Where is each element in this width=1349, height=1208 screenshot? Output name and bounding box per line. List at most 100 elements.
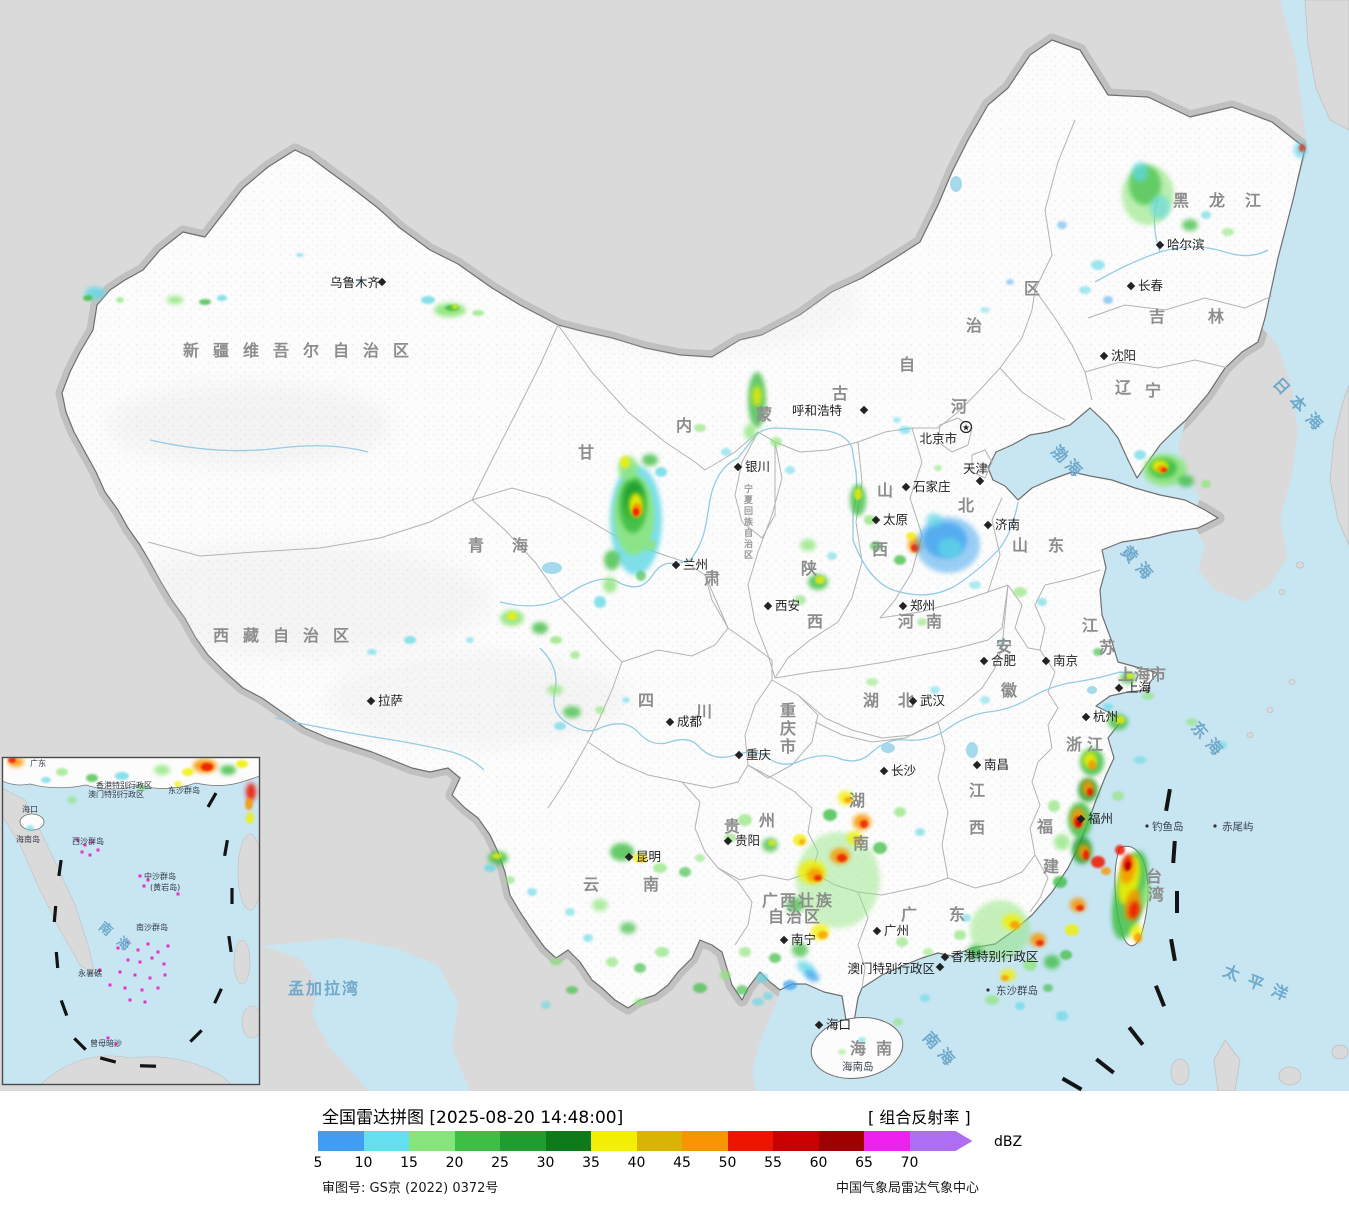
- radar-echo: [695, 854, 705, 862]
- inset-label: 香港特别行政区: [96, 780, 152, 790]
- inset-island-dot: [150, 956, 154, 960]
- radar-echo: [466, 637, 474, 643]
- radar-echo: [217, 295, 227, 301]
- city-marker-icon: [734, 750, 744, 760]
- boundary-dash: [223, 839, 229, 857]
- province-label: 区: [1024, 279, 1040, 298]
- island-label: 东沙群岛: [996, 984, 1038, 997]
- province-label: 内: [676, 416, 692, 435]
- inset-label: 曾母暗沙: [90, 1038, 122, 1048]
- city-label: 武汉: [920, 693, 946, 708]
- province-label: 建: [1043, 857, 1059, 876]
- radar-echo: [644, 539, 656, 551]
- city-label: 呼和浩特: [792, 403, 842, 418]
- radar-echo: [83, 295, 93, 301]
- radar-echo: [985, 995, 999, 1005]
- radar-echo: [1006, 279, 1014, 285]
- city-marker-icon: [779, 935, 789, 945]
- boundary-dash: [189, 1029, 203, 1043]
- radar-echo: [634, 963, 646, 973]
- radar-echo: [603, 577, 617, 593]
- city-marker-icon: [624, 852, 634, 862]
- inset-island-dot: [88, 853, 92, 857]
- boundary-dash: [57, 859, 63, 877]
- radar-echo: [1103, 703, 1113, 711]
- province-label: 河南: [898, 612, 954, 631]
- radar-echo: [1115, 716, 1125, 724]
- scale-segment-15: [409, 1131, 455, 1151]
- island-dot: [1145, 824, 1149, 828]
- radar-echo: [245, 798, 253, 810]
- province-label: 安: [996, 637, 1012, 656]
- radar-echo: [1134, 933, 1142, 943]
- credit-label: 中国气象局雷达气象中心: [836, 1181, 980, 1196]
- province-label: 浙: [1066, 735, 1082, 754]
- scale-segment-35: [591, 1131, 637, 1151]
- province-label: 古: [832, 384, 848, 403]
- city-marker-icon: [671, 560, 681, 570]
- radar-echo: [752, 386, 762, 406]
- radar-echo: [1043, 984, 1053, 992]
- boundary-dash: [1095, 1057, 1115, 1075]
- radar-echo: [583, 934, 593, 942]
- province-label: 蒙: [756, 405, 772, 424]
- city-marker-icon: [1099, 351, 1109, 361]
- province-label: 辽: [1115, 378, 1132, 397]
- inset-island-dot: [126, 958, 130, 962]
- foreign-islands: [1170, 0, 1349, 1091]
- radar-echo: [296, 253, 304, 257]
- radar-echo: [756, 973, 768, 983]
- radar-echo: [67, 796, 77, 804]
- boundary-dash: [59, 999, 69, 1017]
- city-label: 广州: [884, 923, 909, 938]
- boundary-dash: [1061, 1076, 1083, 1091]
- radar-echo: [969, 581, 981, 589]
- scale-segment-65: [864, 1131, 910, 1151]
- province-label: 江: [1082, 616, 1098, 635]
- city-label: 乌鲁木齐: [330, 275, 381, 290]
- radar-echo: [565, 908, 575, 916]
- radar-echo: [452, 305, 458, 309]
- radar-echo: [738, 814, 752, 826]
- radar-echo: [893, 1018, 903, 1026]
- inset-island-dot: [76, 838, 80, 842]
- radar-echo: [744, 424, 756, 440]
- radar-echo: [137, 785, 147, 791]
- city-label: 郑州: [910, 598, 935, 613]
- radar-echo: [1140, 883, 1152, 907]
- radar-echo: [926, 513, 942, 527]
- city-marker-icon: [979, 656, 989, 666]
- radar-echo: [604, 550, 620, 570]
- radar-echo: [547, 685, 563, 695]
- radar-echo: [653, 863, 667, 873]
- radar-echo: [752, 998, 764, 1006]
- radar-echo: [961, 914, 971, 922]
- radar-echo: [980, 307, 990, 313]
- scale-segment-60: [818, 1131, 864, 1151]
- radar-echo: [1015, 1002, 1025, 1010]
- province-label: 吉: [1149, 307, 1165, 326]
- province-label: 川: [695, 702, 712, 721]
- city-label: 天津: [963, 461, 988, 476]
- city-marker-icon: [1041, 656, 1051, 666]
- province-label: 北: [958, 496, 974, 515]
- city-label: 海口: [826, 1017, 851, 1032]
- radar-echo: [739, 947, 751, 957]
- radar-echo-layer: [83, 142, 1306, 1055]
- radar-echo: [785, 466, 795, 474]
- radar-echo: [86, 774, 98, 782]
- scale-tick-15: 15: [400, 1155, 418, 1171]
- radar-echo: [541, 1001, 551, 1009]
- inset-island-dot: [80, 850, 84, 854]
- island-dot: [1213, 824, 1217, 828]
- inset-island-dot: [133, 973, 137, 977]
- radar-echo: [938, 538, 962, 558]
- province-label: 北: [898, 691, 914, 710]
- province-label: 西藏自治区: [213, 626, 363, 645]
- radar-echo: [866, 678, 878, 686]
- inset-label: 南沙群岛: [136, 922, 168, 932]
- radar-echo: [472, 310, 484, 316]
- radar-echo: [655, 947, 669, 957]
